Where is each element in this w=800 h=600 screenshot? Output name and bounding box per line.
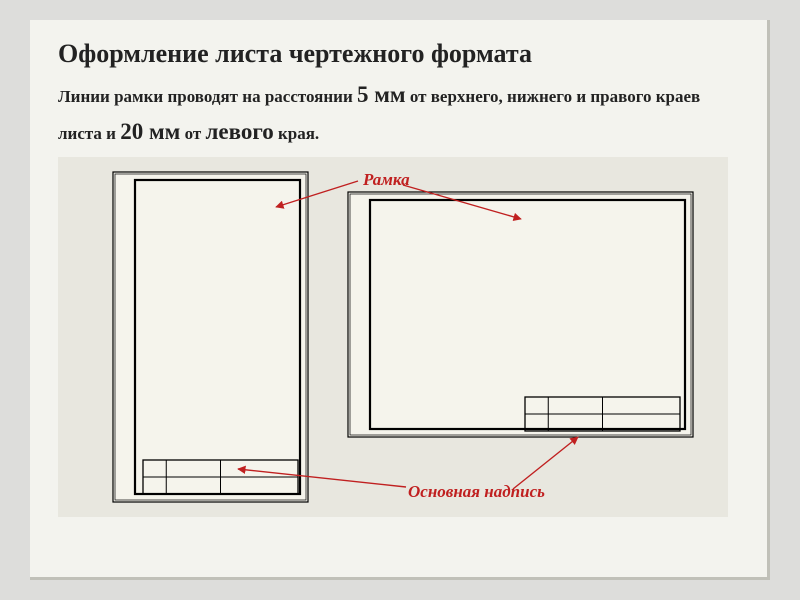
drawing-svg: Рамка Основная надпись — [58, 157, 728, 517]
emphasis-left: левого — [205, 119, 273, 144]
text: Линии рамки проводят на расстоянии — [58, 87, 357, 106]
slide-subtitle: Линии рамки проводят на расстоянии 5 мм … — [58, 77, 739, 151]
slide-panel: Оформление листа чертежного формата Лини… — [30, 20, 770, 580]
svg-text:Основная надпись: Основная надпись — [408, 482, 545, 501]
text: от — [185, 124, 206, 143]
emphasis-5mm: 5 мм — [357, 82, 406, 107]
slide-title: Оформление листа чертежного формата — [58, 38, 739, 69]
text: края. — [278, 124, 319, 143]
emphasis-20mm: 20 мм — [120, 119, 180, 144]
drawing-diagram: Рамка Основная надпись — [58, 157, 728, 517]
svg-text:Рамка: Рамка — [362, 170, 410, 189]
